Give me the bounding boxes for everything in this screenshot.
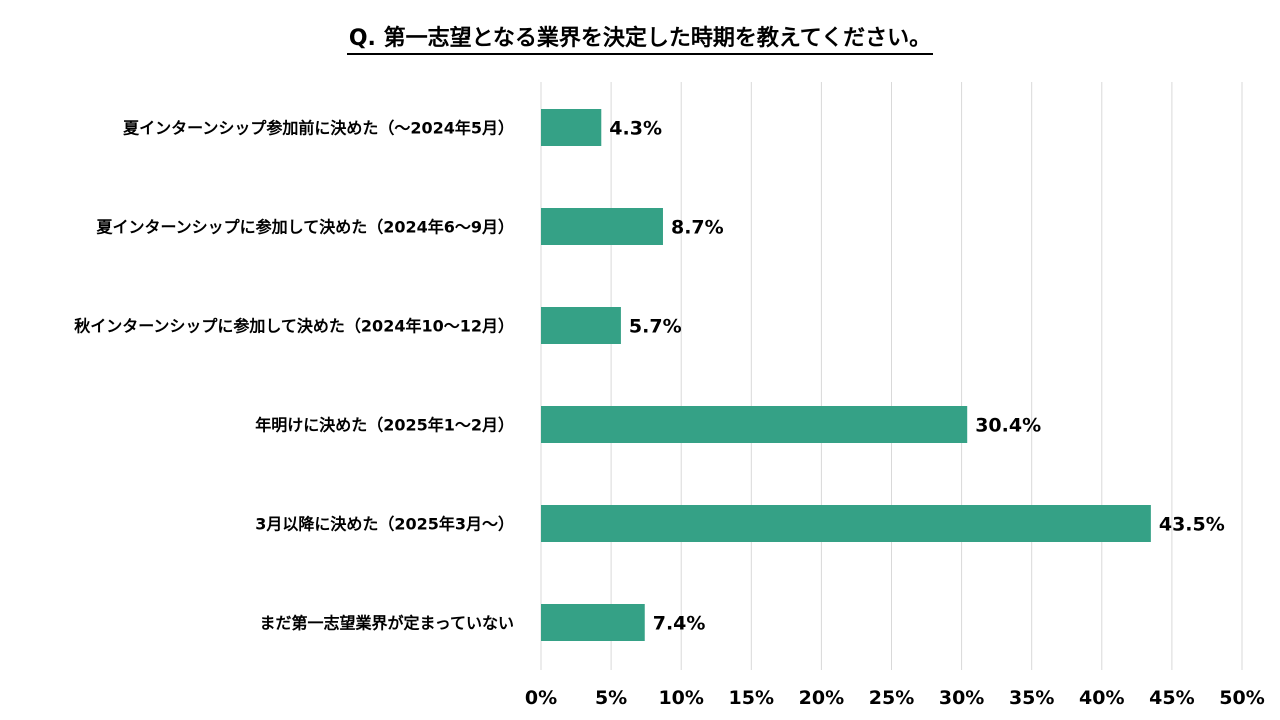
data-label: 30.4% (975, 415, 1041, 437)
x-tick-label: 35% (1009, 687, 1054, 709)
data-label: 43.5% (1159, 514, 1225, 536)
data-label: 5.7% (629, 316, 682, 338)
x-tick-label: 5% (595, 687, 627, 709)
x-tick-label: 40% (1079, 687, 1124, 709)
x-tick-label: 45% (1149, 687, 1194, 709)
bar (541, 505, 1151, 542)
category-label: 秋インターンシップに参加して決めた（2024年10～12月） (74, 317, 514, 336)
category-label: 夏インターンシップに参加して決めた（2024年6～9月） (95, 218, 514, 237)
bar (541, 208, 663, 245)
category-label: 夏インターンシップ参加前に決めた（～2024年5月） (122, 119, 514, 138)
category-label: まだ第一志望業界が定まっていない (259, 614, 514, 633)
data-label: 4.3% (609, 118, 662, 140)
x-tick-label: 0% (525, 687, 557, 709)
bar (541, 406, 968, 443)
x-tick-label: 15% (729, 687, 774, 709)
chart-title: Q. 第一志望となる業界を決定した時期を教えてください。 (0, 20, 1280, 55)
bar (541, 604, 645, 641)
x-tick-label: 30% (939, 687, 984, 709)
data-label: 8.7% (671, 217, 724, 239)
data-label: 7.4% (653, 613, 706, 635)
bar (541, 307, 621, 344)
category-label: 年明けに決めた（2025年1～2月） (255, 416, 514, 435)
bar (541, 109, 602, 146)
x-tick-label: 50% (1219, 687, 1264, 709)
x-tick-label: 25% (869, 687, 914, 709)
category-label: 3月以降に決めた（2025年3月～） (255, 515, 514, 534)
x-tick-label: 10% (658, 687, 703, 709)
x-tick-label: 20% (799, 687, 844, 709)
chart-title-text: Q. 第一志望となる業界を決定した時期を教えてください。 (346, 20, 934, 55)
